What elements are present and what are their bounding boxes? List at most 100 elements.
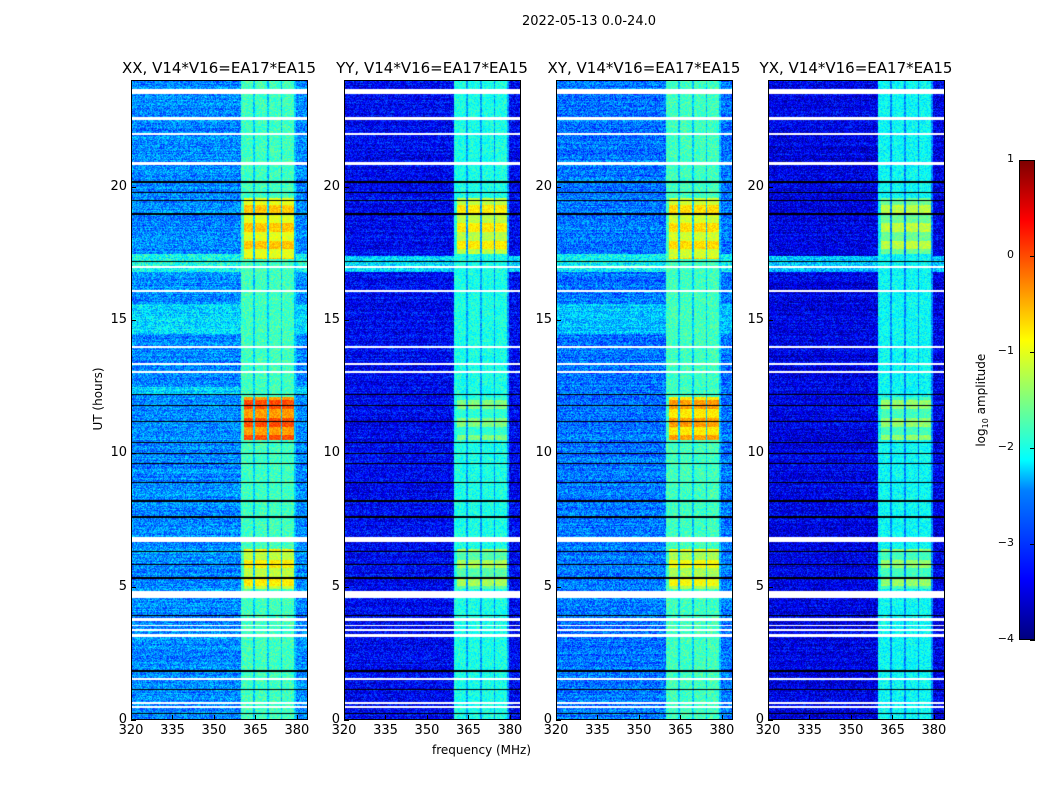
x-tick-label: 320 xyxy=(543,723,569,738)
colorbar-tick-label: −2 xyxy=(997,440,1014,453)
y-tick-mark xyxy=(344,720,349,721)
y-tick-mark xyxy=(768,453,773,455)
y-tick-label: 0 xyxy=(331,712,340,727)
x-tick-mark xyxy=(892,715,894,720)
x-tick-mark xyxy=(556,715,557,720)
x-tick-mark xyxy=(213,715,215,720)
x-tick-mark xyxy=(255,715,257,720)
x-tick-label: 335 xyxy=(585,723,610,738)
x-tick-mark xyxy=(721,715,723,720)
panel-title: YX, V14*V16=EA17*EA15 xyxy=(759,59,953,77)
y-tick-label: 20 xyxy=(110,178,127,194)
y-tick-mark xyxy=(556,720,561,721)
colorbar-label-suffix: amplitude xyxy=(973,353,988,419)
x-tick-label: 380 xyxy=(921,723,947,738)
x-tick-mark xyxy=(385,715,387,720)
y-tick-mark xyxy=(768,186,773,188)
colorbar-tick-mark xyxy=(1030,640,1035,641)
figure-title: 2022-05-13 0.0-24.0 xyxy=(522,14,656,29)
colorbar xyxy=(1019,160,1035,640)
heatmap-cells xyxy=(769,81,944,719)
y-tick-mark xyxy=(344,186,349,188)
x-tick-label: 365 xyxy=(668,723,693,738)
colorbar-tick-label: 0 xyxy=(1007,248,1014,261)
y-tick-label: 10 xyxy=(323,445,340,461)
x-tick-mark xyxy=(344,715,345,720)
x-tick-label: 380 xyxy=(497,723,523,738)
y-tick-label: 5 xyxy=(331,578,340,594)
panel-title: XX, V14*V16=EA17*EA15 xyxy=(121,59,316,77)
y-tick-label: 0 xyxy=(543,712,552,727)
x-tick-mark xyxy=(809,715,811,720)
colorbar-label-log: log xyxy=(973,428,988,447)
y-tick-mark xyxy=(768,586,773,588)
y-tick-label: 5 xyxy=(118,578,127,594)
y-tick-mark xyxy=(344,453,349,455)
x-tick-mark xyxy=(468,715,470,720)
y-tick-mark xyxy=(556,320,561,321)
colorbar-tick-label: −1 xyxy=(997,344,1014,357)
y-tick-mark xyxy=(768,720,773,721)
heatmap-cells xyxy=(345,81,520,719)
x-tick-label: 365 xyxy=(880,723,905,738)
colorbar-label: log10 amplitude xyxy=(974,340,990,460)
colorbar-tick-mark xyxy=(1030,352,1035,353)
y-tick-label: 15 xyxy=(747,312,764,327)
colorbar-tick-label: −4 xyxy=(997,632,1014,645)
x-tick-label: 320 xyxy=(755,723,781,738)
y-tick-label: 5 xyxy=(543,578,552,594)
x-tick-label: 320 xyxy=(331,723,357,738)
x-tick-mark xyxy=(638,715,640,720)
x-tick-label: 350 xyxy=(201,723,227,738)
x-tick-mark xyxy=(296,715,298,720)
x-tick-label: 335 xyxy=(373,723,398,738)
x-tick-label: 380 xyxy=(284,723,310,738)
y-tick-mark xyxy=(556,586,561,588)
y-tick-mark xyxy=(556,453,561,455)
x-tick-label: 320 xyxy=(118,723,144,738)
y-tick-mark xyxy=(344,320,349,321)
x-tick-mark xyxy=(426,715,428,720)
x-tick-label: 350 xyxy=(414,723,440,738)
heatmap-cells xyxy=(557,81,732,719)
x-tick-mark xyxy=(768,715,769,720)
panel-title: YY, V14*V16=EA17*EA15 xyxy=(336,59,528,77)
heatmap-cells xyxy=(132,81,307,719)
y-tick-mark xyxy=(131,586,136,588)
colorbar-tick-mark xyxy=(1030,544,1035,545)
spectrogram-panel-yy xyxy=(344,80,521,720)
x-tick-label: 380 xyxy=(709,723,735,738)
y-tick-mark xyxy=(344,586,349,588)
colorbar-tick-mark xyxy=(1030,448,1035,449)
spectrogram-panel-yx xyxy=(768,80,945,720)
spectrogram-panel-xy xyxy=(556,80,733,720)
y-tick-label: 10 xyxy=(535,445,552,461)
x-tick-mark xyxy=(933,715,935,720)
y-tick-label: 20 xyxy=(535,178,552,194)
colorbar-tick-mark xyxy=(1030,160,1035,161)
colorbar-tick-label: 1 xyxy=(1007,152,1014,165)
x-tick-mark xyxy=(597,715,599,720)
y-tick-label: 15 xyxy=(535,312,552,327)
y-tick-label: 5 xyxy=(755,578,764,594)
y-tick-label: 15 xyxy=(110,312,127,327)
x-axis-label: frequency (MHz) xyxy=(432,743,532,757)
y-tick-label: 10 xyxy=(747,445,764,461)
colorbar-tick-mark xyxy=(1030,256,1035,257)
x-tick-mark xyxy=(509,715,511,720)
spectrogram-panel-xx xyxy=(131,80,308,720)
panel-title: XY, V14*V16=EA17*EA15 xyxy=(547,59,741,77)
x-tick-label: 335 xyxy=(797,723,822,738)
x-tick-label: 350 xyxy=(626,723,652,738)
x-tick-mark xyxy=(172,715,174,720)
x-tick-label: 365 xyxy=(456,723,481,738)
y-tick-label: 20 xyxy=(323,178,340,194)
y-tick-label: 10 xyxy=(110,445,127,461)
x-tick-mark xyxy=(680,715,682,720)
y-axis-label: UT (hours) xyxy=(91,367,105,431)
x-tick-label: 350 xyxy=(838,723,864,738)
y-tick-label: 15 xyxy=(323,312,340,327)
x-tick-label: 335 xyxy=(160,723,185,738)
y-tick-mark xyxy=(131,186,136,188)
